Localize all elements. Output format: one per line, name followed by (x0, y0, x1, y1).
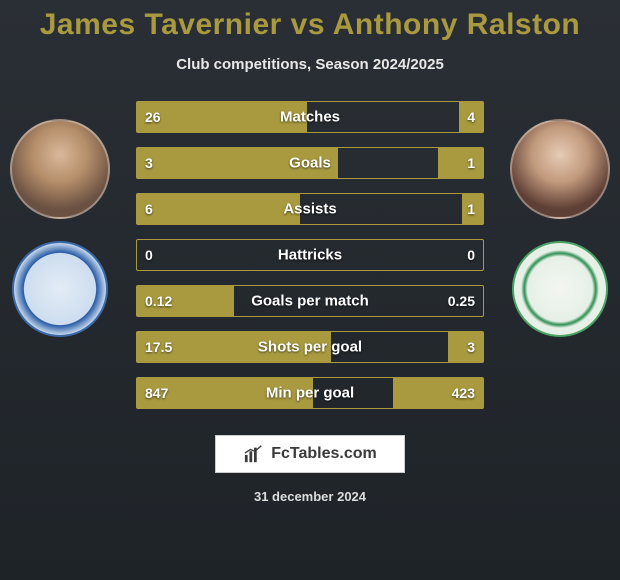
stat-bar: 3 1 Goals (136, 147, 484, 179)
bar-value-left: 17.5 (145, 339, 172, 355)
stat-bar: 0.12 0.25 Goals per match (136, 285, 484, 317)
bar-fill-left (137, 194, 300, 224)
bar-fill-right (438, 148, 483, 178)
left-player-column (10, 119, 110, 337)
club-right-crest (512, 241, 608, 337)
bar-value-left: 847 (145, 385, 168, 401)
bar-label: Goals (289, 155, 331, 172)
page-title: James Tavernier vs Anthony Ralston (0, 0, 620, 42)
bar-label: Min per goal (266, 385, 354, 402)
stat-bar: 847 423 Min per goal (136, 377, 484, 409)
stat-bars: 26 4 Matches 3 1 Goals 6 1 Assists 0 0 Hattricks 0.1… (136, 101, 484, 409)
source-logo: FcTables.com (215, 435, 405, 473)
bar-fill-right (448, 332, 483, 362)
bar-value-right: 0 (467, 247, 475, 263)
right-player-column (510, 119, 610, 337)
bar-label: Shots per goal (258, 339, 362, 356)
bar-label: Assists (283, 201, 336, 218)
bar-value-left: 6 (145, 201, 153, 217)
date-label: 31 december 2024 (0, 489, 620, 504)
comparison-content: 26 4 Matches 3 1 Goals 6 1 Assists 0 0 Hattricks 0.1… (0, 101, 620, 409)
bar-value-right: 0.25 (448, 293, 475, 309)
logo-text: FcTables.com (271, 445, 377, 463)
bar-value-left: 0 (145, 247, 153, 263)
club-left-crest (12, 241, 108, 337)
bar-value-right: 1 (467, 155, 475, 171)
stat-bar: 0 0 Hattricks (136, 239, 484, 271)
stat-bar: 17.5 3 Shots per goal (136, 331, 484, 363)
player-right-portrait (510, 119, 610, 219)
bar-label: Hattricks (278, 247, 342, 264)
bar-label: Goals per match (251, 293, 369, 310)
bar-label: Matches (280, 109, 340, 126)
stat-bar: 26 4 Matches (136, 101, 484, 133)
bar-value-left: 26 (145, 109, 161, 125)
stat-bar: 6 1 Assists (136, 193, 484, 225)
chart-icon (243, 444, 265, 464)
bar-value-right: 4 (467, 109, 475, 125)
player-left-portrait (10, 119, 110, 219)
bar-value-left: 0.12 (145, 293, 172, 309)
bar-value-right: 3 (467, 339, 475, 355)
bar-value-right: 423 (452, 385, 475, 401)
bar-value-right: 1 (467, 201, 475, 217)
bar-value-left: 3 (145, 155, 153, 171)
subtitle: Club competitions, Season 2024/2025 (0, 56, 620, 73)
